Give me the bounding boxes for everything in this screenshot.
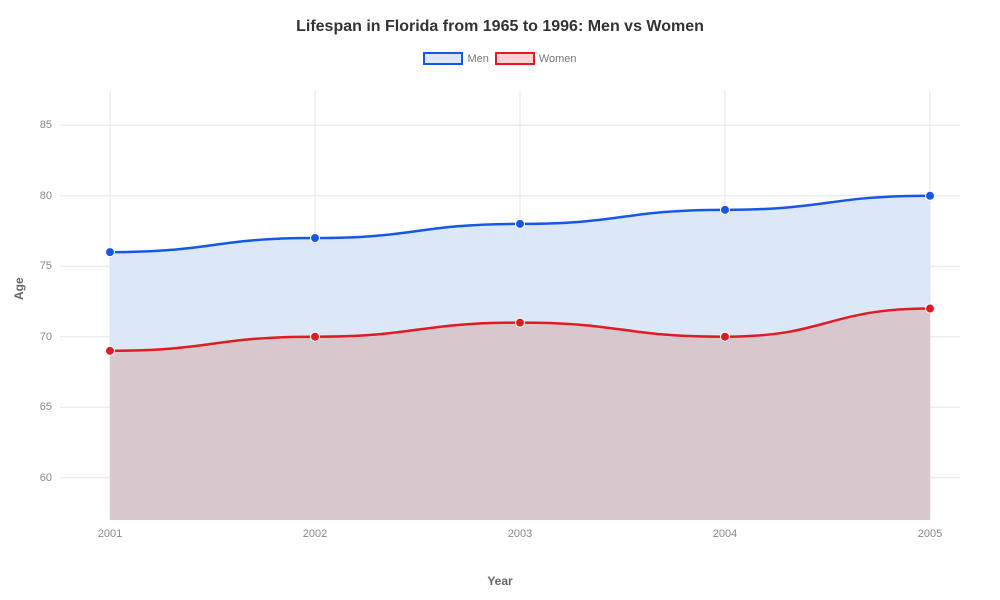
y-tick: 70 xyxy=(40,331,52,343)
y-tick: 65 xyxy=(40,401,52,413)
y-axis-label: Age xyxy=(12,277,26,300)
legend-label: Women xyxy=(539,53,577,65)
x-tick: 2002 xyxy=(303,528,327,540)
y-tick: 85 xyxy=(40,119,52,131)
chart-container: Lifespan in Florida from 1965 to 1996: M… xyxy=(0,0,1000,600)
plot-area: 60657075808520012002200320042005 xyxy=(60,90,960,520)
legend-item-men[interactable]: Men xyxy=(423,52,488,65)
y-tick: 75 xyxy=(40,260,52,272)
legend-swatch xyxy=(495,52,535,65)
legend: Men Women xyxy=(0,52,1000,65)
y-tick: 60 xyxy=(40,472,52,484)
legend-label: Men xyxy=(467,53,488,65)
legend-item-women[interactable]: Women xyxy=(495,52,577,65)
chart-title: Lifespan in Florida from 1965 to 1996: M… xyxy=(0,0,1000,36)
x-axis-label: Year xyxy=(0,574,1000,588)
x-tick: 2004 xyxy=(713,528,737,540)
legend-swatch xyxy=(423,52,463,65)
x-tick: 2003 xyxy=(508,528,532,540)
x-tick: 2001 xyxy=(98,528,122,540)
y-tick: 80 xyxy=(40,190,52,202)
chart-svg xyxy=(60,90,960,520)
x-tick: 2005 xyxy=(918,528,942,540)
